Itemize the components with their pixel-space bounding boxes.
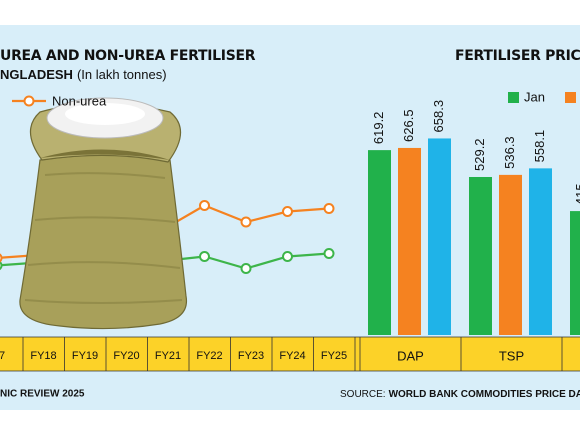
point [282,251,293,262]
point [0,253,3,263]
x-tick-label: FY21 [155,350,181,362]
subtitle: NGLADESH (In lakh tonnes) [0,67,167,82]
point [323,203,335,214]
point [323,248,335,259]
x-tick-label: FY23 [238,350,264,362]
point [0,260,3,271]
bar [570,211,580,335]
subtitle-bold: NGLADESH [0,67,73,82]
bar [529,168,552,335]
bar [398,147,421,335]
source-right: SOURCE:WORLD BANK COMMODITIES PRICE DATA… [340,389,580,400]
legend-swatch [565,92,576,103]
x-tick-label: TSP [499,348,524,363]
value-label: 558.1 [532,130,547,163]
category-strip [0,337,580,371]
x-tick-label: FY22 [196,350,222,362]
x-tick-label: 7 [0,350,5,362]
sack-illustration [19,97,188,330]
legend-swatch [508,92,519,103]
value-label: 619.2 [371,112,386,145]
title: FERTILISER PRICE [455,48,580,64]
x-tick-label: FY24 [279,350,305,362]
x-tick-label: FY19 [72,350,98,362]
value-label: 529.2 [472,138,487,171]
title: UREA AND NON-UREA FERTILISER [0,48,256,64]
value-label: 536.3 [502,136,517,169]
legend-label: Non-urea [52,93,107,108]
value-label: 626.5 [401,109,416,142]
legend-label: Jan [524,89,545,104]
source-left: NIC REVIEW 2025 [0,389,85,400]
legend-marker [23,95,35,107]
chart-layer: 7 FY18 FY19 FY20 FY21 FY22 FY23 FY24 FY25 Non-ure… [0,89,580,371]
source-text: WORLD BANK COMMODITIES PRICE DATA (T [389,389,580,400]
value-label: 415 [573,183,580,205]
point [240,263,252,274]
x-tick-label: FY25 [321,350,347,362]
unit-note: (In lakh tonnes) [77,67,167,82]
bar [499,174,522,335]
x-tick-label: FY20 [113,350,139,362]
bar [428,138,451,335]
value-label: 658.3 [431,100,446,133]
point [199,251,210,262]
bar [469,176,492,335]
x-tick-label: DAP [397,348,424,363]
x-tick-label: FY18 [30,350,56,362]
point [282,206,293,217]
point [240,216,252,228]
point [199,200,210,211]
bar [368,150,391,335]
source-label: SOURCE: [340,389,386,400]
